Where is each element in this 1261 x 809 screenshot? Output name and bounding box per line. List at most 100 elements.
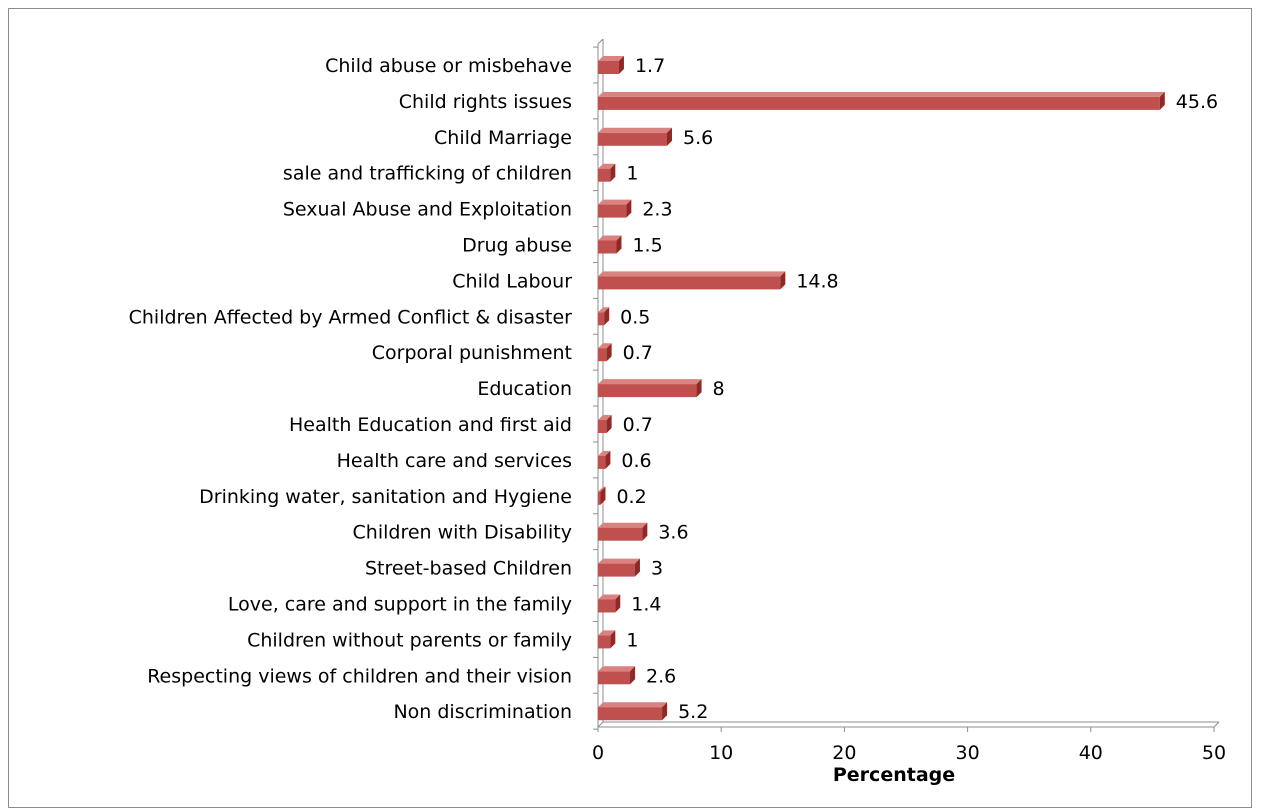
bar-top-face <box>598 415 612 420</box>
bar-front-face <box>598 96 1160 110</box>
bar-top-face <box>598 235 622 241</box>
value-label: 2.3 <box>642 199 672 221</box>
bars <box>598 56 1165 721</box>
value-label: 0.7 <box>623 342 653 364</box>
bar-top-face <box>598 56 624 61</box>
value-label: 0.6 <box>621 450 651 472</box>
bar-top-face <box>598 379 702 385</box>
bar-side-face <box>634 558 640 577</box>
value-label: 3 <box>651 558 663 580</box>
value-label: 8 <box>713 378 725 400</box>
value-label: 14.8 <box>796 270 838 292</box>
bar-side-face <box>630 666 636 685</box>
bar <box>598 163 616 182</box>
x-tick-label: 10 <box>709 742 733 764</box>
bar <box>598 56 624 74</box>
category-label: Child Labour <box>452 270 572 292</box>
category-label: Children with Disability <box>353 522 572 544</box>
bar-top-face <box>598 522 648 528</box>
bar-top-face <box>598 199 632 205</box>
value-labels: 1.745.65.612.31.514.80.50.780.70.60.23.6… <box>616 55 1218 723</box>
value-label: 1.5 <box>632 235 662 257</box>
category-label: Child rights issues <box>399 91 572 113</box>
x-tick-label: 20 <box>832 742 856 764</box>
bar-side-face <box>605 450 611 469</box>
bar <box>598 271 786 290</box>
category-label: Love, care and support in the family <box>228 594 572 616</box>
category-label: Health Education and first aid <box>289 414 572 436</box>
bar-front-face <box>598 599 616 613</box>
bar-side-face <box>696 379 702 398</box>
bar-chart: Child abuse or misbehave Child rights iss… <box>129 38 1226 786</box>
bar <box>598 558 640 577</box>
value-label: 5.6 <box>683 127 713 149</box>
bar-side-face <box>610 630 616 649</box>
bar-side-face <box>606 415 612 433</box>
value-label: 0.2 <box>616 486 646 508</box>
category-labels: Child abuse or misbehave Child rights iss… <box>129 55 573 723</box>
bar-side-face <box>618 56 624 74</box>
x-axis-title: Percentage <box>833 764 955 786</box>
value-label: 1.4 <box>631 594 661 616</box>
category-label: Child abuse or misbehave <box>325 55 572 77</box>
bar-front-face <box>598 420 607 433</box>
bar-top-face <box>598 630 616 636</box>
bar-front-face <box>598 204 627 218</box>
bar-front-face <box>598 563 635 577</box>
category-label: Children without parents or family <box>247 629 572 651</box>
bar-front-face <box>598 671 631 685</box>
category-label: Sexual Abuse and Exploitation <box>283 199 572 221</box>
bar-front-face <box>598 348 607 362</box>
value-label: 0.7 <box>623 414 653 436</box>
bar-side-face <box>615 594 621 613</box>
bar-side-face <box>604 307 610 326</box>
bar-front-face <box>598 312 605 326</box>
bar-top-face <box>598 307 610 313</box>
x-tick-label: 0 <box>592 742 604 764</box>
wall-top-edge <box>597 38 604 45</box>
bar <box>598 702 668 721</box>
bar-side-face <box>666 127 672 146</box>
category-label: Drinking water, sanitation and Hygiene <box>199 486 572 508</box>
x-tick-label: 30 <box>956 742 980 764</box>
bar <box>598 630 616 649</box>
bar-top-face <box>598 450 611 456</box>
bar <box>598 307 610 326</box>
bar-front-face <box>598 635 611 649</box>
value-label: 1.7 <box>635 55 665 77</box>
bar-top-face <box>598 127 672 133</box>
value-label: 1 <box>626 629 638 651</box>
bar-top-face <box>598 702 668 708</box>
bar-side-face <box>1159 91 1165 110</box>
category-label: Drug abuse <box>462 235 572 257</box>
floor-left-edge <box>597 721 604 728</box>
bar-side-face <box>606 343 612 362</box>
bar-side-face <box>662 702 668 721</box>
category-label: Street-based Children <box>365 558 572 580</box>
bar <box>598 379 702 398</box>
category-label: Respecting views of children and their v… <box>147 665 572 687</box>
bar-front-face <box>598 707 663 721</box>
bar-top-face <box>598 163 616 169</box>
bar-top-face <box>598 91 1165 97</box>
category-label: sale and trafficking of children <box>283 163 572 185</box>
x-tick-label: 40 <box>1079 742 1103 764</box>
bar-front-face <box>598 455 606 469</box>
bar-side-face <box>610 163 616 182</box>
value-label: 3.6 <box>658 522 688 544</box>
value-label: 45.6 <box>1176 91 1218 113</box>
bar-top-face <box>598 558 640 564</box>
value-label: 1 <box>626 163 638 185</box>
value-label: 0.5 <box>620 306 650 328</box>
bar-front-face <box>598 276 781 290</box>
value-label: 2.6 <box>646 665 676 687</box>
bar-front-face <box>598 384 697 398</box>
bar-front-face <box>598 168 611 182</box>
bar-side-face <box>780 271 786 290</box>
bar-front-face <box>598 132 667 146</box>
bar-top-face <box>598 666 636 672</box>
bar <box>598 91 1165 110</box>
bar <box>598 127 672 146</box>
chart-frame: Child abuse or misbehave Child rights iss… <box>8 8 1252 808</box>
bar <box>598 666 636 685</box>
